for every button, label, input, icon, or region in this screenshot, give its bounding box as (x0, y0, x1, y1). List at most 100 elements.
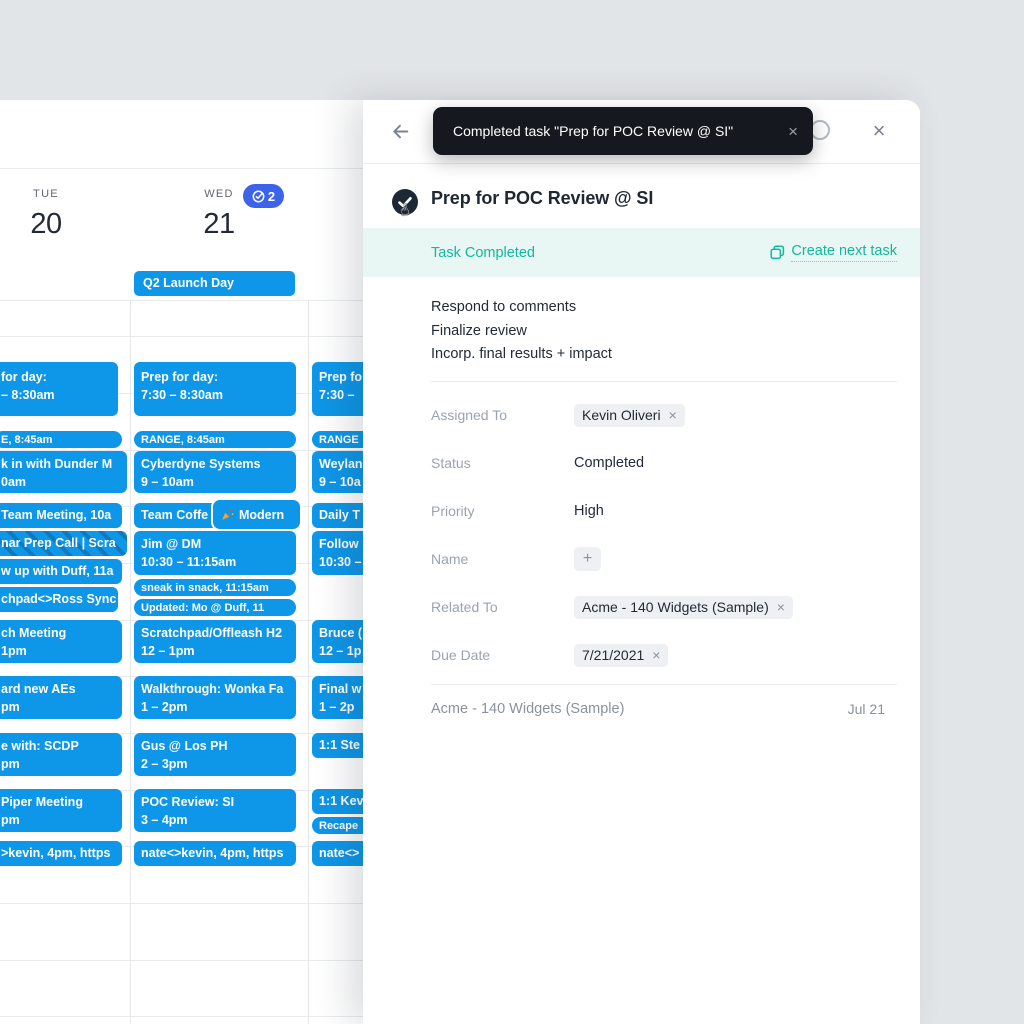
banner-status-label: Task Completed (431, 244, 535, 261)
calendar-event[interactable]: Updated: Mo @ Duff, 11 (134, 599, 296, 616)
event-label: Team Meeting, 10a (1, 508, 112, 522)
toast-close-button[interactable]: × (788, 121, 798, 141)
header-divider (363, 163, 920, 164)
day-name: TUE (33, 188, 59, 200)
calendar-event[interactable]: w up with Duff, 11a (0, 559, 122, 584)
remove-chip-button[interactable]: × (668, 407, 677, 423)
event-label: sneak in snack, 11:15am (141, 581, 269, 594)
event-label: 0am (1, 475, 27, 489)
section-divider (431, 381, 897, 382)
event-label: ch Meeting (1, 626, 67, 640)
event-label: 10:30 – (319, 555, 362, 569)
gridline-vertical (308, 300, 309, 1024)
toast-notification: Completed task "Prep for POC Review @ SI… (433, 107, 813, 155)
calendar-event[interactable]: chpad<>Ross Sync (0, 587, 118, 612)
description-line: Finalize review (431, 322, 527, 339)
remove-chip-button[interactable]: × (652, 647, 661, 663)
task-detail-panel: × ☝ Prep for POC Review @ SI Task Comple… (363, 100, 920, 1024)
assignee-chip: Kevin Oliveri × (574, 403, 685, 427)
calendar-event[interactable]: nar Prep Call | Scra (0, 531, 127, 556)
calendar-event[interactable]: Scratchpad/Offleash H2 12 – 1pm (134, 620, 296, 663)
calendar-event[interactable]: for day: – 8:30am (0, 362, 118, 416)
calendar-event-all-day[interactable]: Q2 Launch Day (134, 271, 295, 296)
calendar-event[interactable]: Piper Meeting pm (0, 789, 122, 832)
event-label: 2 – 3pm (141, 757, 188, 771)
remove-chip-button[interactable]: × (776, 599, 785, 615)
event-label: Walkthrough: Wonka Fa (141, 682, 284, 696)
event-label: ard new AEs (1, 682, 76, 696)
event-label: nate<>kevin, 4pm, https (141, 846, 284, 860)
event-label: POC Review: SI (141, 795, 235, 809)
calendar-event[interactable]: Team Meeting, 10a (0, 503, 122, 528)
x-icon: × (872, 118, 886, 143)
calendar-event[interactable]: e with: SCDP pm (0, 733, 122, 776)
calendar-event[interactable]: nate<>kevin, 4pm, https (134, 841, 296, 866)
calendar-event[interactable]: >kevin, 4pm, https (0, 841, 122, 866)
event-label: chpad<>Ross Sync (1, 592, 117, 606)
status-value[interactable]: Completed (574, 455, 645, 471)
calendar-event[interactable]: Prep for day: 7:30 – 8:30am (134, 362, 296, 416)
event-label: >kevin, 4pm, https (1, 846, 111, 860)
event-label: Updated: Mo @ Duff, 11 (141, 601, 265, 614)
event-label: 7:30 – 8:30am (141, 388, 224, 402)
plus-icon: + (582, 550, 593, 567)
calendar-event[interactable]: Cyberdyne Systems 9 – 10am (134, 451, 296, 493)
calendar-event[interactable]: POC Review: SI 3 – 4pm (134, 789, 296, 832)
badge-count: 2 (267, 188, 276, 204)
event-label: 7:30 – (319, 388, 355, 402)
calendar-event[interactable]: Gus @ Los PH 2 – 3pm (134, 733, 296, 776)
related-record-link[interactable]: Acme - 140 Widgets (Sample) (431, 701, 625, 717)
field-label: Name (431, 551, 469, 567)
priority-value[interactable]: High (574, 503, 604, 519)
event-label: 1:1 Ste (319, 738, 360, 752)
calendar-event[interactable]: Jim @ DM 10:30 – 11:15am (134, 531, 296, 575)
close-panel-button[interactable]: × (866, 117, 892, 145)
field-label: Due Date (431, 647, 491, 663)
field-label: Status (431, 455, 471, 471)
create-next-task-link[interactable]: Create next task (770, 243, 897, 262)
event-label: 1pm (1, 644, 27, 658)
event-label: Prep for day: (141, 370, 219, 384)
event-label: w up with Duff, 11a (1, 564, 114, 578)
event-label: 1 – 2p (319, 700, 355, 714)
calendar-event[interactable]: ch Meeting 1pm (0, 620, 122, 663)
event-label: Final w (319, 682, 362, 696)
party-popper-icon (222, 508, 234, 520)
task-completed-banner: Task Completed Create next task (363, 228, 920, 277)
event-label: 10:30 – 11:15am (141, 555, 237, 569)
event-label: nate<> (319, 846, 360, 860)
related-record-row: Acme - 140 Widgets (Sample) Jul 21 (431, 701, 885, 717)
related-record-date: Jul 21 (847, 701, 885, 717)
event-label: 9 – 10a (319, 475, 361, 489)
calendar-event[interactable]: Walkthrough: Wonka Fa 1 – 2pm (134, 676, 296, 719)
event-label: Modern (239, 507, 285, 522)
calendar-event[interactable]: E, 8:45am (0, 431, 122, 448)
event-label: pm (1, 700, 20, 714)
calendar-event[interactable]: sneak in snack, 11:15am (134, 579, 296, 596)
calendar-event[interactable]: Modern (211, 498, 302, 531)
calendar-event[interactable]: ard new AEs pm (0, 676, 122, 719)
chip-value: 7/21/2021 (582, 647, 645, 663)
event-label: E, 8:45am (1, 433, 53, 446)
event-label: Daily T (319, 508, 360, 522)
calendar-event[interactable]: RANGE, 8:45am (134, 431, 296, 448)
event-label: Bruce ( (319, 626, 363, 640)
event-label: Follow (319, 537, 359, 551)
event-label: 12 – 1p (319, 644, 362, 658)
back-button[interactable] (388, 119, 412, 143)
hidden-circle-button (810, 120, 830, 140)
gridline-vertical (130, 300, 131, 1024)
checkmark-circle-icon (252, 190, 265, 202)
event-label: pm (1, 813, 20, 827)
completed-tasks-badge[interactable]: 2 (243, 184, 284, 208)
event-label: 1:1 Kev (319, 794, 364, 808)
create-next-task-label: Create next task (791, 243, 897, 262)
event-label: pm (1, 757, 20, 771)
task-completed-checkbox[interactable] (392, 189, 418, 215)
copy-icon (770, 245, 785, 260)
task-fields: Assigned To Kevin Oliveri × Status Compl… (431, 391, 897, 679)
add-value-button[interactable]: + (574, 547, 601, 571)
calendar-event[interactable]: k in with Dunder M 0am (0, 451, 127, 493)
day-name: WED (204, 188, 234, 200)
day-number: 21 (203, 208, 235, 240)
